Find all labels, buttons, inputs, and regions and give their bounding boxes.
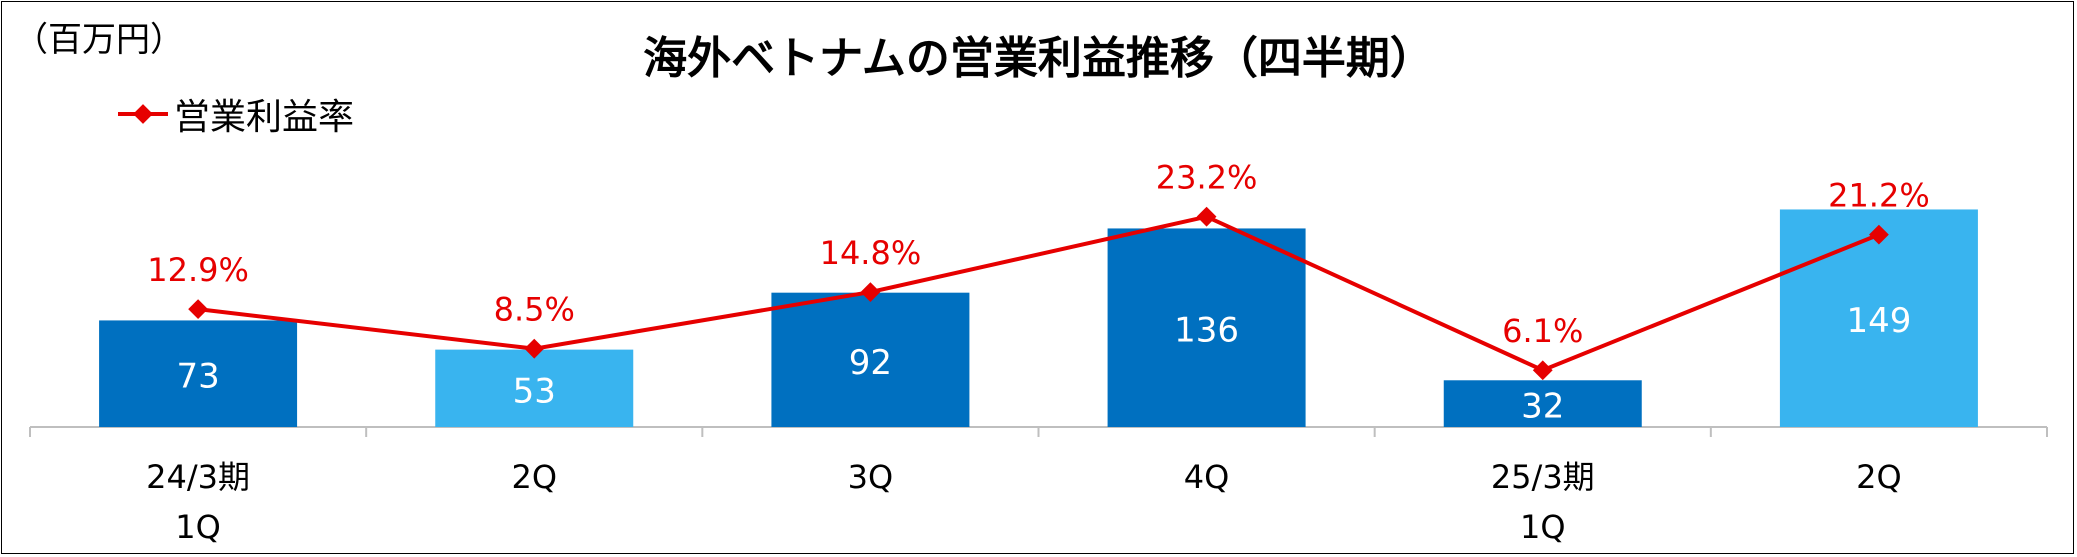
x-tick-label: 24/3期 [146,458,250,496]
x-tick-label: 4Q [1184,458,1230,496]
bar-value-label: 149 [1846,301,1911,341]
x-tick-label: 2Q [511,458,557,496]
margin-line [197,214,1880,373]
bar-2 [435,349,634,427]
margin-point-1 [188,299,208,320]
margin-value-label: 8.5% [494,291,575,329]
bar-value-label: 53 [513,371,556,411]
bar-3 [771,292,970,427]
bar-5 [1443,380,1642,427]
x-tick-label: 2Q [1856,458,1902,496]
bar-value-label: 32 [1521,387,1564,427]
margin-point-4 [1196,206,1217,227]
legend: 営業利益率 [118,88,354,140]
margin-point-3 [860,282,881,302]
margin-point-6 [1869,224,1889,245]
bar-6 [1779,209,1978,427]
margin-point-2 [524,338,545,359]
margin-value-label: 6.1% [1502,312,1583,350]
margin-value-label: 21.2% [1828,177,1930,215]
bar-4 [1107,228,1306,427]
chart-title: 海外ベトナムの営業利益推移（四半期） [643,33,1434,84]
legend-line-marker-icon [118,104,168,124]
margin-value-label: 14.8% [820,234,922,272]
x-tick-label-sub: 1Q [175,508,221,546]
bar-value-label: 136 [1174,311,1239,351]
margin-value-label: 23.2% [1156,159,1258,197]
x-tick-label: 3Q [848,458,894,496]
bar-value-label: 73 [176,357,219,397]
x-tick-label: 25/3期 [1491,458,1595,496]
bar-value-label: 92 [849,343,892,383]
legend-label-operating-margin: 営業利益率 [174,97,355,138]
x-tick-label-sub: 1Q [1520,508,1566,546]
unit-label: （百万円） [14,20,184,60]
margin-value-label: 12.9% [147,251,249,289]
bar-1 [99,320,298,427]
margin-point-5 [1532,360,1553,381]
